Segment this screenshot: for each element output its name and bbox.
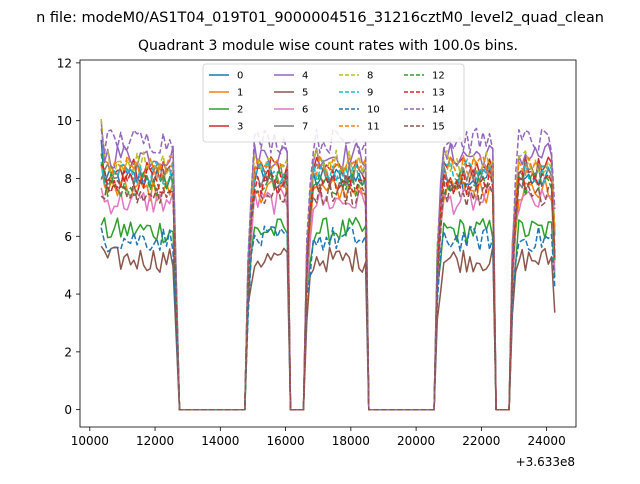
legend-label-11: 11 <box>367 122 380 133</box>
legend-label-13: 13 <box>432 88 445 99</box>
legend-label-9: 9 <box>367 88 373 99</box>
x-tick-label: 22000 <box>462 434 500 448</box>
legend-label-7: 7 <box>302 122 308 133</box>
y-tick-label: 2 <box>64 345 72 359</box>
legend-label-5: 5 <box>302 88 308 99</box>
legend-label-6: 6 <box>302 105 308 116</box>
axes: 10000 12000 14000 16000 18000 20000 22000 24000… <box>57 56 577 448</box>
legend-label-0: 0 <box>237 71 243 82</box>
y-tick-label: 4 <box>64 288 72 302</box>
figure-suptitle: n file: modeM0/AS1T04_019T01_9000004516_… <box>36 10 604 26</box>
legend-label-12: 12 <box>432 71 445 82</box>
x-tick-label: 14000 <box>201 434 239 448</box>
axes-frame <box>79 59 577 428</box>
series-line-6 <box>100 187 556 411</box>
legend-label-2: 2 <box>237 105 243 116</box>
x-tick-label: 10000 <box>71 434 109 448</box>
legend-label-1: 1 <box>237 88 243 99</box>
legend-label-14: 14 <box>432 105 445 116</box>
plot-area <box>100 119 556 411</box>
y-tick-label: 8 <box>64 172 72 186</box>
legend-box <box>202 63 465 143</box>
legend-label-4: 4 <box>302 71 308 82</box>
legend-label-3: 3 <box>237 122 243 133</box>
y-tick-label: 0 <box>64 403 72 417</box>
series-line-12 <box>100 153 556 411</box>
series-line-13 <box>100 163 556 411</box>
x-tick-label: 12000 <box>136 434 174 448</box>
series-line-9 <box>100 159 556 411</box>
x-tick-label: 18000 <box>332 434 370 448</box>
y-tick-label: 12 <box>57 56 72 70</box>
legend-label-8: 8 <box>367 71 373 82</box>
legend-label-10: 10 <box>367 105 380 116</box>
series-line-15 <box>100 179 556 411</box>
x-tick-label: 24000 <box>528 434 566 448</box>
series-line-2 <box>100 216 556 411</box>
x-axis-offset-label: +3.633e8 <box>516 455 575 469</box>
y-tick-label: 6 <box>64 230 72 244</box>
chart-title: Quadrant 3 module wise count rates with … <box>138 38 518 54</box>
x-tick-label: 20000 <box>397 434 435 448</box>
legend-label-15: 15 <box>432 122 445 133</box>
x-tick-label: 16000 <box>266 434 304 448</box>
y-tick-label: 10 <box>57 114 72 128</box>
series-line-5 <box>100 245 556 411</box>
